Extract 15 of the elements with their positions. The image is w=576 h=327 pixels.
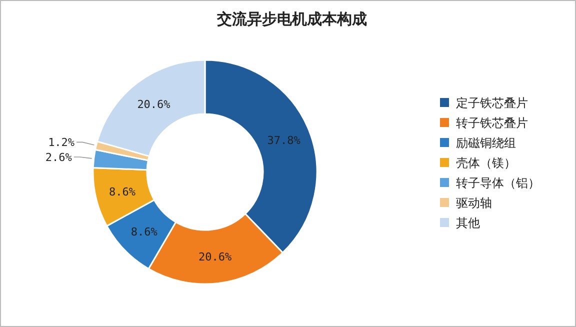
data-label: 20.6% [137, 98, 171, 112]
legend-label: 转子导体（铝） [456, 176, 540, 190]
data-label: 2.6% [45, 150, 72, 164]
legend-label: 励磁铜绕组 [456, 136, 516, 150]
legend-label: 转子铁芯叠片 [456, 116, 528, 130]
data-label: 8.6% [109, 186, 136, 199]
legend-label: 其他 [456, 216, 480, 230]
legend-label: 壳体（镁） [456, 156, 516, 170]
legend-label: 定子铁芯叠片 [456, 96, 528, 110]
data-label: 1.2% [48, 136, 75, 150]
data-label: 20.6% [198, 250, 232, 264]
data-label: 8.6% [130, 225, 158, 238]
data-label: 37.8% [267, 134, 301, 148]
legend-label: 驱动轴 [456, 196, 492, 210]
chart-title: 交流异步电机成本构成 [216, 10, 367, 28]
